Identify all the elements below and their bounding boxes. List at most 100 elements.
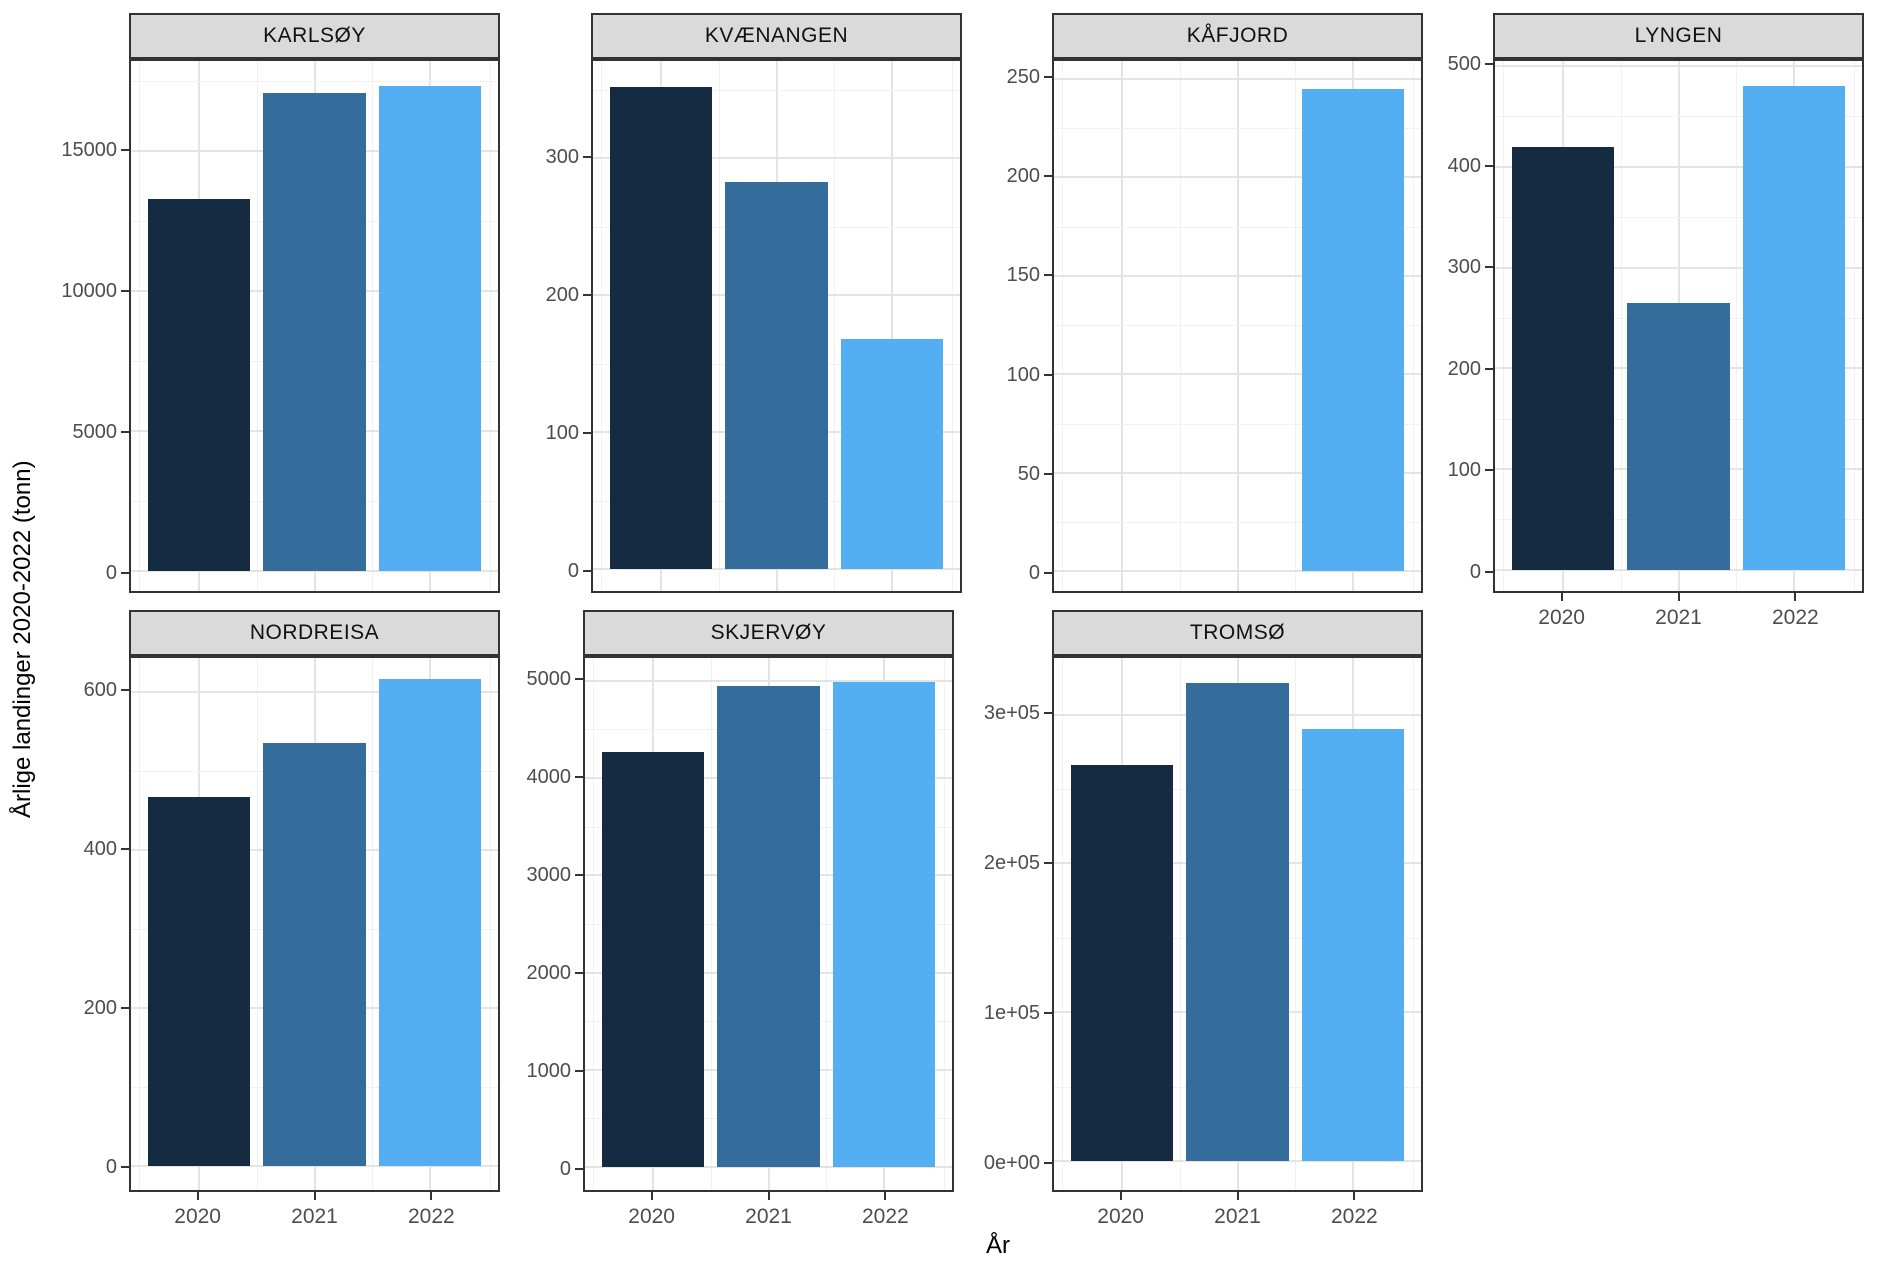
facet-title: LYNGEN xyxy=(1634,24,1723,47)
bar-2020 xyxy=(147,198,251,572)
x-tick-mark xyxy=(884,1192,887,1200)
y-tick-label: 400 xyxy=(1447,154,1481,177)
x-tick-label: 2022 xyxy=(408,1205,455,1228)
x-tick-mark xyxy=(1119,1192,1122,1200)
x-tick-mark xyxy=(1677,593,1680,601)
facet-panel xyxy=(583,656,954,1192)
x-tick-mark xyxy=(767,1192,770,1200)
gridline-horizontal-major xyxy=(593,157,960,160)
gridline-horizontal-major xyxy=(1054,373,1421,376)
y-tick-mark xyxy=(1485,63,1493,66)
gridline-vertical-minor xyxy=(1412,61,1414,591)
gridline-horizontal-major xyxy=(131,1164,498,1167)
y-tick-mark xyxy=(121,689,129,692)
x-tick-label: 2021 xyxy=(291,1205,338,1228)
y-tick-label: 200 xyxy=(1006,165,1040,188)
x-tick-mark xyxy=(650,1192,653,1200)
x-tick-mark xyxy=(1236,1192,1239,1200)
y-tick-mark xyxy=(575,971,583,974)
y-tick-mark xyxy=(121,431,129,433)
gridline-vertical-minor xyxy=(951,61,953,591)
gridline-horizontal-minor xyxy=(593,89,960,91)
x-tick-mark xyxy=(1560,593,1563,601)
gridline-vertical-minor xyxy=(1412,658,1414,1190)
facet-title: NORDREISA xyxy=(249,621,380,644)
y-tick-mark xyxy=(583,431,591,434)
y-tick-label: 1e+05 xyxy=(983,1002,1040,1025)
facet-title: KVÆNANGEN xyxy=(704,24,849,47)
bar-2020 xyxy=(147,796,251,1166)
y-tick-mark xyxy=(1485,367,1493,370)
y-tick-label: 100 xyxy=(545,421,579,444)
gridline-horizontal-major xyxy=(1054,570,1421,573)
y-tick-label: 4000 xyxy=(526,765,572,788)
y-tick-mark xyxy=(1044,274,1052,277)
facet-panel xyxy=(591,59,962,593)
gridline-horizontal-major xyxy=(131,570,498,573)
y-tick-label: 1000 xyxy=(526,1059,572,1082)
y-tick-label: 500 xyxy=(1447,53,1481,76)
gridline-vertical-major xyxy=(1236,61,1239,591)
gridline-vertical-minor xyxy=(1736,61,1738,591)
x-tick-label: 2020 xyxy=(174,1205,221,1228)
facet-title: KARLSØY xyxy=(263,24,366,47)
y-tick-mark xyxy=(1044,175,1052,178)
bar-2021 xyxy=(1627,302,1730,570)
gridline-horizontal-major xyxy=(585,679,952,682)
y-tick-mark xyxy=(1485,266,1493,269)
gridline-horizontal-minor xyxy=(1054,522,1421,524)
x-tick-mark xyxy=(196,1192,199,1200)
y-tick-mark xyxy=(1044,472,1052,475)
facet-panel xyxy=(129,59,500,593)
y-tick-mark xyxy=(575,873,583,876)
y-tick-label: 2000 xyxy=(526,961,572,984)
bar-2021 xyxy=(1186,683,1289,1162)
bar-2022 xyxy=(378,678,482,1166)
y-tick-mark xyxy=(575,677,583,680)
y-tick-mark xyxy=(1485,570,1493,573)
y-tick-label: 100 xyxy=(1006,363,1040,386)
y-tick-label: 0 xyxy=(567,559,579,582)
gridline-vertical-minor xyxy=(601,61,603,591)
y-tick-label: 0 xyxy=(105,1156,117,1179)
y-tick-label: 300 xyxy=(545,145,579,168)
gridline-horizontal-major xyxy=(1054,176,1421,179)
y-tick-mark xyxy=(1044,712,1052,714)
y-tick-label: 200 xyxy=(1447,357,1481,380)
bar-2022 xyxy=(1301,729,1405,1162)
bar-2020 xyxy=(1511,146,1615,570)
y-tick-label: 3000 xyxy=(526,863,572,886)
x-tick-label: 2022 xyxy=(862,1205,909,1228)
x-axis-title: År xyxy=(986,1232,1010,1259)
x-tick-label: 2020 xyxy=(1097,1205,1144,1228)
gridline-horizontal-minor xyxy=(1054,423,1421,425)
y-tick-label: 100 xyxy=(1447,459,1481,482)
gridline-vertical-minor xyxy=(256,658,258,1190)
y-tick-mark xyxy=(575,775,583,778)
gridline-vertical-minor xyxy=(256,61,258,591)
y-tick-mark xyxy=(1044,373,1052,376)
gridline-horizontal-minor xyxy=(1054,127,1421,129)
y-tick-label: 600 xyxy=(83,679,117,702)
y-tick-label: 5000 xyxy=(526,667,572,690)
y-tick-label: 2e+05 xyxy=(983,852,1040,875)
facet-strip xyxy=(583,610,954,656)
y-tick-label: 0e+00 xyxy=(983,1152,1040,1175)
gridline-horizontal-major xyxy=(1495,165,1862,168)
y-tick-mark xyxy=(121,1166,129,1169)
y-tick-mark xyxy=(1044,75,1052,78)
gridline-vertical-minor xyxy=(489,658,491,1190)
gridline-horizontal-minor xyxy=(1054,226,1421,228)
y-tick-mark xyxy=(121,1007,129,1010)
y-tick-label: 200 xyxy=(545,283,579,306)
bar-2021 xyxy=(263,92,366,572)
y-tick-mark xyxy=(583,293,591,296)
facet-panel xyxy=(1493,59,1864,593)
gridline-horizontal-major xyxy=(1054,471,1421,474)
facet-strip xyxy=(129,610,500,656)
gridline-vertical-minor xyxy=(834,61,836,591)
gridline-vertical-minor xyxy=(489,61,491,591)
y-tick-label: 3e+05 xyxy=(983,702,1040,724)
y-tick-label: 5000 xyxy=(72,421,118,443)
gridline-vertical-minor xyxy=(1062,61,1064,591)
